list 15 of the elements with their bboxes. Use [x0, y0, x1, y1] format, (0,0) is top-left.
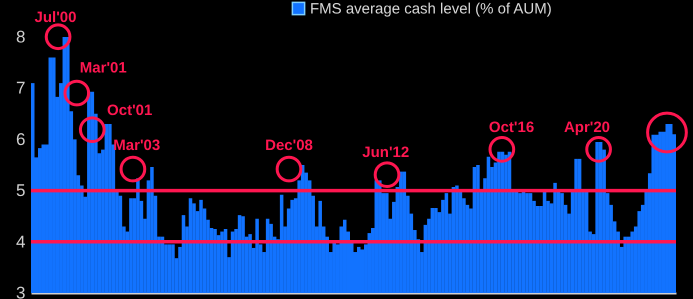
annotation: Oct'01	[107, 102, 152, 119]
y-tick-label: 5	[16, 181, 26, 200]
y-tick-label: 8	[16, 28, 26, 46]
annotation: Mar'03	[113, 137, 160, 154]
y-tick-label: 4	[16, 232, 26, 252]
y-tick-label: 3	[16, 284, 26, 299]
y-tick-label: 6	[16, 130, 26, 149]
annotation: Jun'12	[362, 144, 410, 162]
annotation: Apr'20	[564, 118, 610, 136]
annotation: Dec'08	[265, 137, 313, 154]
annotation: Mar'01	[80, 60, 127, 77]
annotation: Oct'16	[488, 118, 534, 136]
text: Jul'00	[34, 9, 76, 26]
y-tick-label: 7	[16, 78, 26, 98]
legend-label: FMS average cash level (% of AUM)	[310, 0, 552, 18]
